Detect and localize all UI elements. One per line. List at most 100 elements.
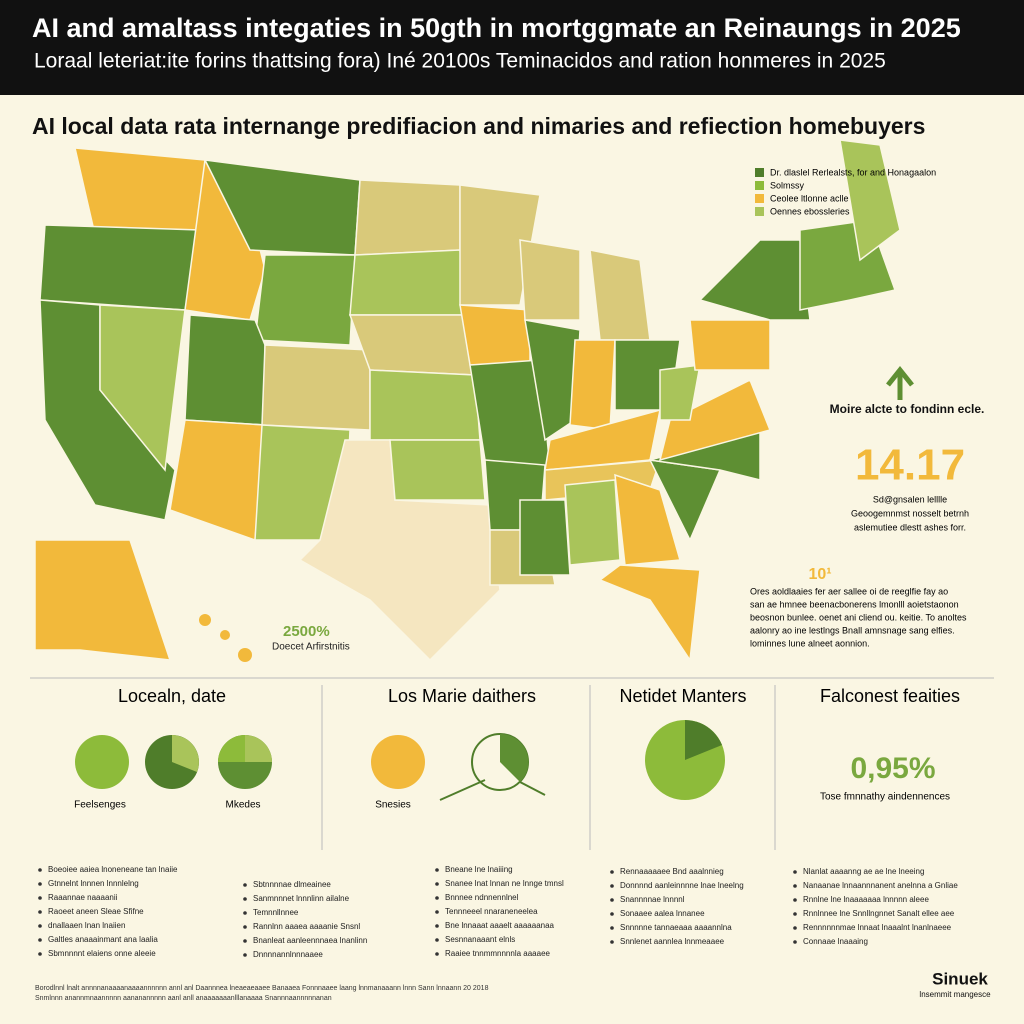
state: [348, 314, 476, 376]
bullet-text: Rnnlne lne lnaaaaaaa lnnnnn aleee: [803, 895, 929, 904]
panel-label: Feelsenges: [74, 800, 126, 811]
state: [369, 369, 481, 441]
bullet-text: Sesnnanaaant elnls: [445, 935, 515, 944]
panel-title: Falconest feaities: [820, 686, 960, 706]
pie-slice: [685, 720, 722, 760]
state: [389, 439, 486, 501]
legend-swatch: [755, 168, 764, 177]
bullet-dot: [243, 953, 247, 957]
state: [519, 239, 581, 321]
paragraph-line: Ores aoldlaaies fer aer sallee oi de ree…: [750, 586, 948, 596]
hawaii: [199, 614, 211, 626]
bullet-dot: [793, 898, 797, 902]
panel-title: Locealn, date: [118, 686, 226, 706]
bullet-dot: [243, 939, 247, 943]
state: [589, 249, 651, 341]
bullet-text: Rennnnnnmae lnnaat lnaaalnt lnanlnaeee: [803, 923, 952, 932]
bullet-text: Bnanleat aanleennnaea lnanlinn: [253, 936, 367, 945]
hawaii: [238, 648, 252, 662]
state: [74, 147, 206, 236]
bullet-dot: [38, 938, 42, 942]
footer-line: Borodlnnl lnalt annnnanaaaanaaaannnnnn a…: [35, 985, 489, 992]
legend-swatch: [755, 207, 764, 216]
section-title: AI local data rata internange predifiaci…: [32, 113, 925, 139]
pie: [75, 735, 129, 789]
bullet-text: Bneane lne lnaiiing: [445, 865, 513, 874]
panel-label: Tose fmnnathy aindennences: [820, 792, 950, 803]
bullet-text: Dnnnnannlnnnaaee: [253, 950, 323, 959]
alaska: [34, 539, 172, 661]
bullet-text: Bne lnnaaat aaaelt aaaaaanaa: [445, 921, 555, 930]
state: [459, 304, 531, 366]
arrow-icon: [886, 365, 914, 400]
bullet-text: Donnnnd aanleinnnne lnae lneelng: [620, 881, 744, 890]
header-title: AI and amaltass integaties in 50gth in m…: [32, 13, 961, 43]
bullet-dot: [243, 883, 247, 887]
bullet-text: Sanmnnnet lnnnlinn ailalne: [253, 894, 350, 903]
small-number: 10¹: [808, 566, 831, 583]
bullet-text: Snannnnae lnnnnl: [620, 895, 685, 904]
state: [459, 184, 541, 306]
bullet-text: Snanee lnat lnnan ne lnnge tmnsl: [445, 879, 564, 888]
state: [254, 254, 356, 346]
bullet-text: Rannlnn aaaea aaaanie Snsnl: [253, 922, 360, 931]
big-number: 14.17: [855, 441, 965, 490]
us-map: [34, 139, 901, 663]
bullet-dot: [38, 910, 42, 914]
legend-label: Dr. dlaslel Rerlealsts, for and Honagaal…: [770, 167, 936, 177]
paragraph-line: aalonry ao ine lestlngs Bnall amnsnage s…: [750, 625, 955, 635]
state: [564, 479, 621, 566]
logo-name: Sinuek: [932, 969, 988, 988]
header-band: [0, 0, 1024, 95]
bullet-dot: [243, 925, 247, 929]
bullet-dot: [435, 910, 439, 914]
state: [839, 139, 901, 262]
bullet-dot: [38, 882, 42, 886]
bullet-dot: [435, 938, 439, 942]
state: [598, 564, 701, 663]
legend-swatch: [755, 194, 764, 203]
side-lines: Sd@gnsalen lelllle Geoogemnmst nosselt be…: [851, 494, 969, 532]
bullet-text: Boeoiee aaiea lnoneneane tan lnaiie: [48, 865, 178, 874]
bullet-dot: [243, 897, 247, 901]
bullet-text: Connaae lnaaaing: [803, 937, 868, 946]
state: [614, 473, 681, 566]
state: [39, 224, 201, 311]
bullet-dot: [793, 870, 797, 874]
bullet-text: Raoeet aneen Sleae Sfifne: [48, 907, 144, 916]
legend-swatch: [755, 181, 764, 190]
hawaii: [220, 630, 230, 640]
side-line: aslemutiee dlestt ashes forr.: [854, 522, 966, 532]
side-line: Geoogemnmst nosselt betrnh: [851, 508, 969, 518]
state: [689, 319, 771, 371]
bullet-text: Sbtnnnnae dlmeainee: [253, 880, 331, 889]
state: [519, 499, 571, 576]
state: [184, 314, 266, 426]
bullet-text: Bnnnee ndnnennlnel: [445, 893, 519, 902]
bullet-text: Tennneeel nnaraneneelea: [445, 907, 538, 916]
pie-slice: [500, 733, 529, 782]
legend-label: Ceolee ltlonne aclle: [770, 193, 849, 203]
bullet-dot: [243, 911, 247, 915]
logo-tagline: lnsemmit mangesce: [919, 990, 991, 999]
bullet-dot: [435, 924, 439, 928]
bullet-text: Rnnlnnee lne Snnllngnnet Sanalt ellee ae…: [803, 909, 955, 918]
bullet-text: Sbmnnnnt elaiens onne aleeie: [48, 949, 156, 958]
legend-label: Solmssy: [770, 180, 805, 190]
pie-slice: [245, 735, 272, 762]
bullet-dot: [435, 896, 439, 900]
panel-label: Mkedes: [225, 800, 260, 811]
header-subtitle: Loraal leteriat:ite forins thattsing for…: [34, 50, 886, 73]
paragraph-line: san ae hmnee beenacbonerens lmonlll aoie…: [750, 599, 959, 609]
panel-value: 0,95%: [850, 752, 935, 785]
bullet-lists: Boeoiee aaiea lnoneneane tan lnaiie Gtnne…: [38, 865, 958, 959]
state: [99, 304, 186, 472]
bullet-dot: [435, 882, 439, 886]
bullet-dot: [38, 924, 42, 928]
bullet-dot: [610, 940, 614, 944]
pie-slice: [218, 735, 245, 762]
panel-title: Los Marie daithers: [388, 686, 536, 706]
bullet-dot: [435, 952, 439, 956]
